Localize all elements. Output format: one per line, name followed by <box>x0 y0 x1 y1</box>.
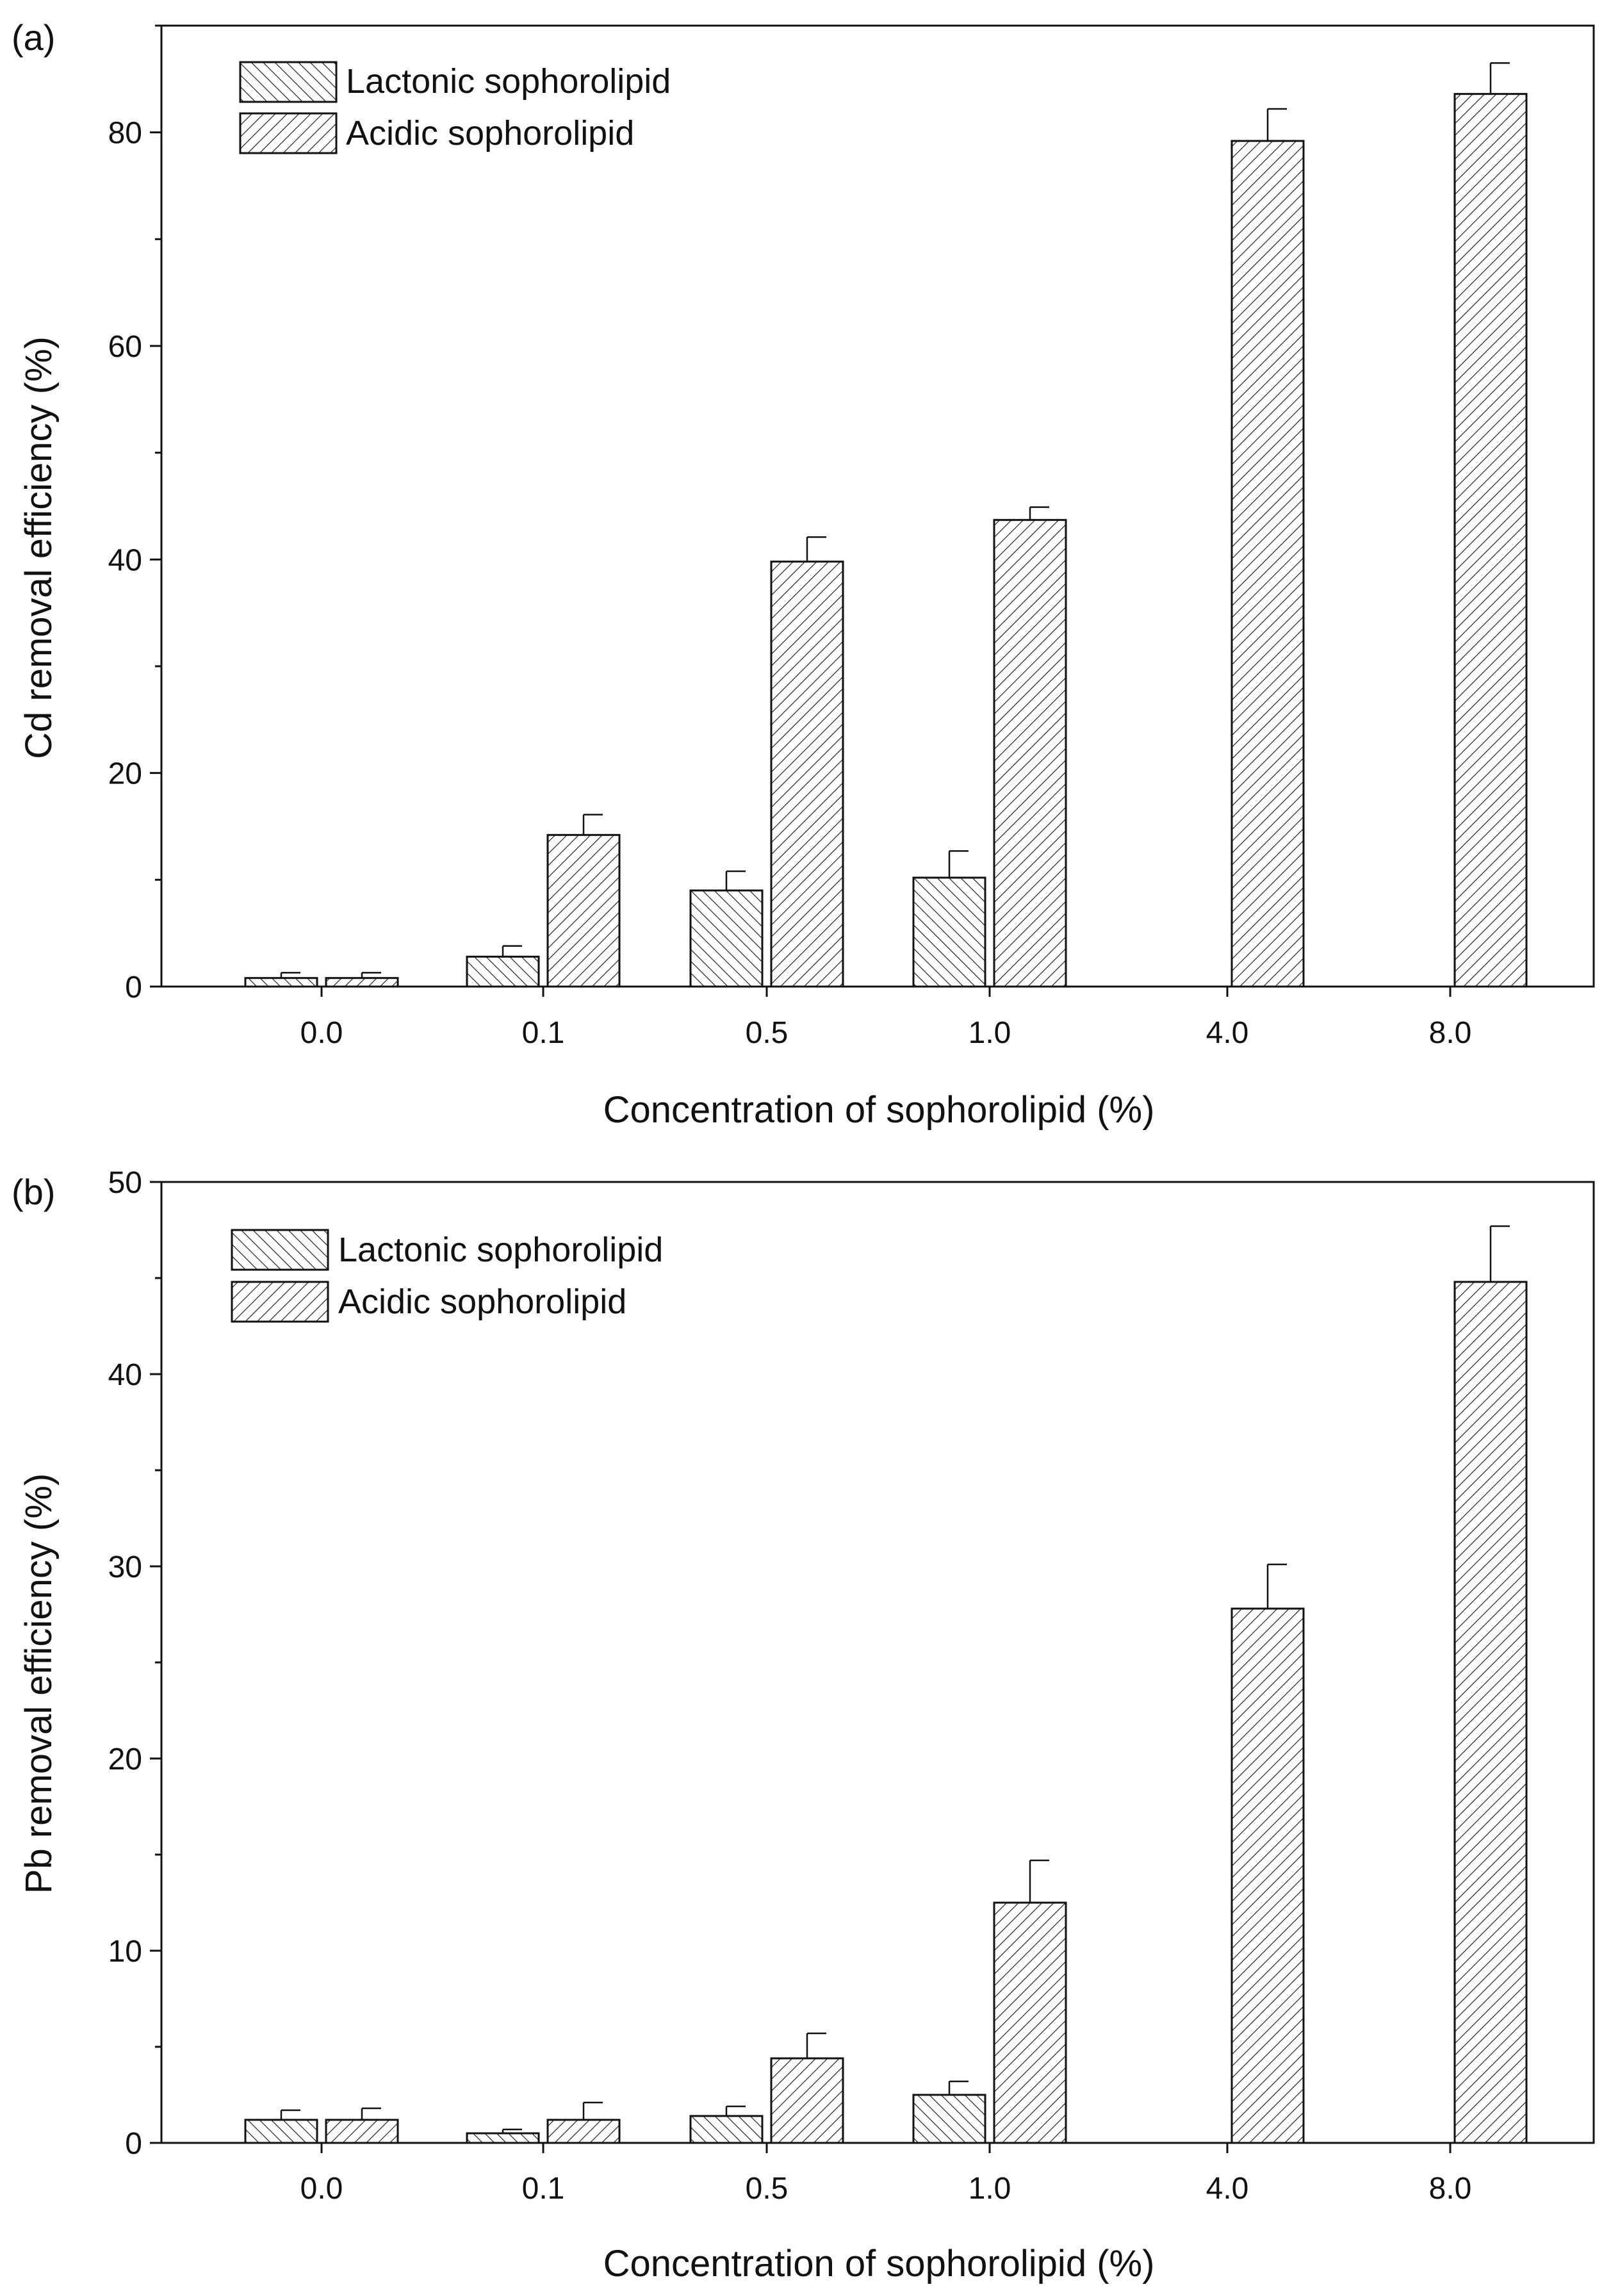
bars <box>244 62 1528 988</box>
axes <box>150 1181 1595 2153</box>
x-tick-label: 4.0 <box>1206 1016 1249 1050</box>
panel-b-pb: (b) 0 10 20 30 40 50 0.0 0.1 0.5 1.0 4.0 8.0 Pb re… <box>12 1166 1595 2284</box>
x-tick-label: 1.0 <box>969 2172 1011 2206</box>
y-tick-label: 20 <box>108 1742 142 1776</box>
x-tick-label: 4.0 <box>1206 2172 1249 2206</box>
bar-acidic <box>546 2119 621 2144</box>
y-tick-label: 50 <box>108 1166 142 1200</box>
bar-acidic <box>770 2057 844 2144</box>
panel-label: (a) <box>12 17 55 58</box>
x-tick-label: 0.1 <box>522 2172 565 2206</box>
legend-label-acidic: Acidic sophorolipid <box>338 1283 626 1321</box>
y-tick-label: 0 <box>125 2127 142 2161</box>
bar-acidic <box>993 519 1067 988</box>
bar-lactonic <box>466 2132 540 2144</box>
bar-lactonic <box>466 955 540 988</box>
x-tick-label: 8.0 <box>1429 2172 1472 2206</box>
x-tick-label: 0.0 <box>300 1016 343 1050</box>
x-axis-title: Concentration of sophorolipid (%) <box>603 1089 1155 1131</box>
y-tick-label: 40 <box>108 1358 142 1392</box>
y-axis-title: Cd removal efficiency (%) <box>18 336 60 759</box>
legend-swatch-acidic <box>231 1281 329 1323</box>
y-tick-label: 0 <box>125 971 142 1004</box>
bar-lactonic <box>244 2119 318 2144</box>
y-tick-label: 20 <box>108 757 142 791</box>
bar-lactonic <box>912 2094 986 2144</box>
legend: Lactonic sophorolipid Acidic sophorolipi… <box>239 61 671 154</box>
bar-acidic <box>993 1901 1067 2144</box>
bar-acidic <box>1453 1281 1528 2144</box>
legend-label-lactonic: Lactonic sophorolipid <box>338 1231 663 1269</box>
y-tick-labels: 0 10 20 30 40 50 <box>108 1166 142 2161</box>
y-tick-label: 30 <box>108 1550 142 1584</box>
x-axis-title: Concentration of sophorolipid (%) <box>603 2243 1155 2284</box>
bar-lactonic <box>689 2115 764 2144</box>
y-tick-labels: 0 20 40 60 80 <box>108 117 142 1004</box>
bar-acidic <box>325 977 399 988</box>
y-tick-label: 60 <box>108 330 142 364</box>
x-tick-label: 8.0 <box>1429 1016 1472 1050</box>
bar-acidic <box>1453 93 1528 988</box>
legend-swatch-lactonic <box>239 61 338 103</box>
x-tick-label: 0.1 <box>522 1016 565 1050</box>
legend-label-lactonic: Lactonic sophorolipid <box>346 62 671 101</box>
x-tick-label: 0.5 <box>746 2172 789 2206</box>
bar-lactonic <box>244 977 318 988</box>
legend: Lactonic sophorolipid Acidic sophorolipi… <box>231 1229 663 1323</box>
x-tick-labels: 0.0 0.1 0.5 1.0 4.0 8.0 <box>300 1016 1472 1050</box>
bars <box>244 1225 1528 2144</box>
plot-frame <box>160 1181 1595 2144</box>
legend-swatch-acidic <box>239 112 338 154</box>
bar-lactonic <box>689 889 764 988</box>
panel-a-cd: (a) 0 20 40 60 80 0.0 0.1 0.5 1.0 4.0 8.0 Cd remo… <box>12 17 1595 1131</box>
plot-frame <box>160 24 1595 988</box>
y-tick-label: 40 <box>108 543 142 577</box>
x-tick-label: 0.5 <box>746 1016 789 1050</box>
bar-acidic <box>770 561 844 988</box>
y-tick-label: 10 <box>108 1935 142 1969</box>
bar-acidic <box>1231 140 1305 988</box>
x-tick-label: 0.0 <box>300 2172 343 2206</box>
legend-swatch-lactonic <box>231 1229 329 1271</box>
bar-lactonic <box>912 876 986 988</box>
bar-acidic <box>1231 1607 1305 2144</box>
y-axis-title: Pb removal efficiency (%) <box>18 1473 60 1894</box>
bar-acidic <box>546 833 621 988</box>
bar-acidic <box>325 2119 399 2144</box>
x-tick-labels: 0.0 0.1 0.5 1.0 4.0 8.0 <box>300 2172 1472 2206</box>
y-tick-label: 80 <box>108 117 142 151</box>
x-tick-label: 1.0 <box>969 1016 1011 1050</box>
panel-label: (b) <box>12 1172 55 1212</box>
legend-label-acidic: Acidic sophorolipid <box>346 114 634 152</box>
axes <box>150 24 1595 997</box>
